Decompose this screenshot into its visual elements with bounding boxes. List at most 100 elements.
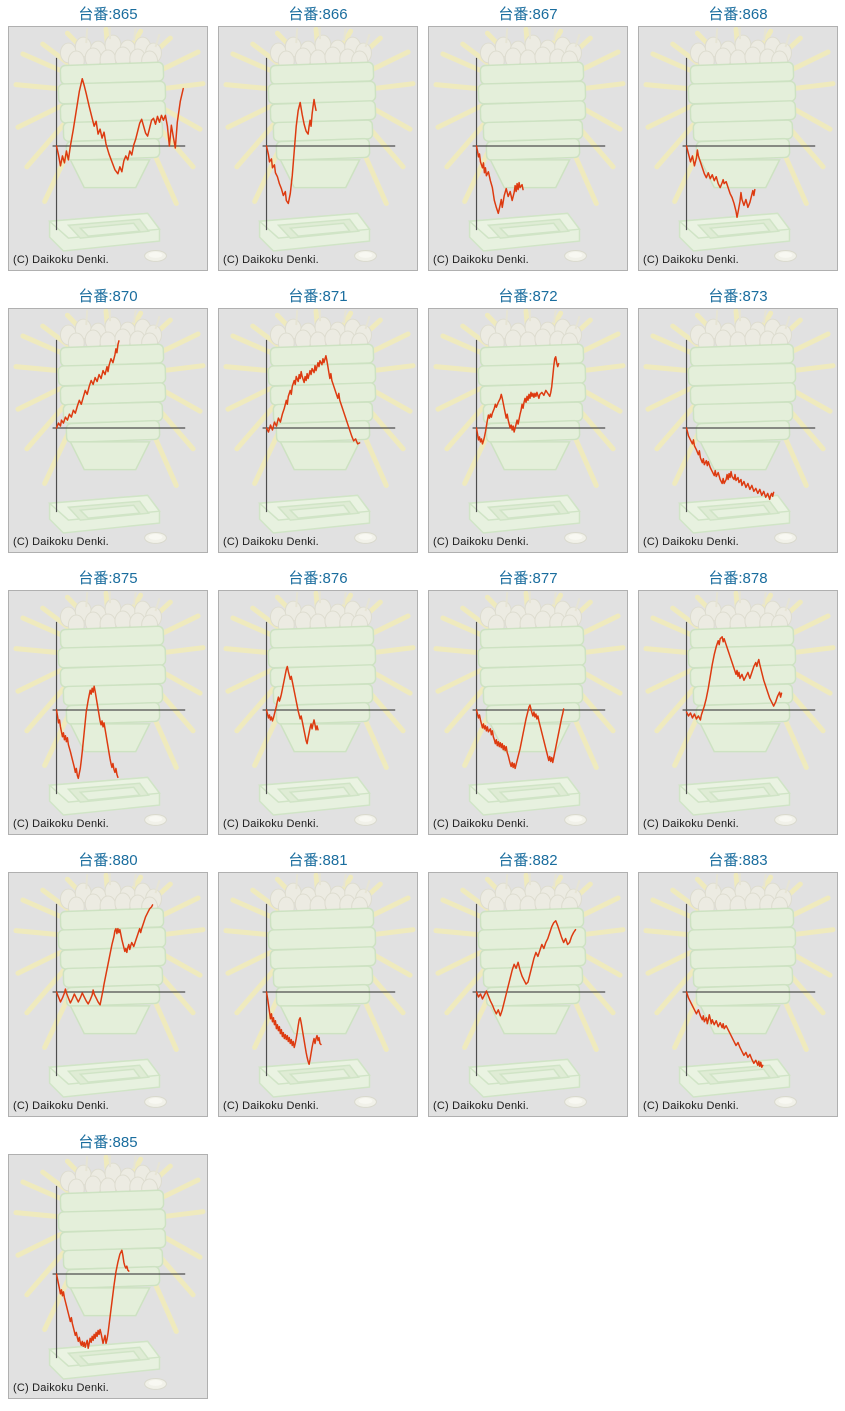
- slump-graph-canvas: [639, 591, 837, 834]
- copyright-text: (C) Daikoku Denki.: [223, 818, 319, 830]
- slump-graph-canvas: [639, 309, 837, 552]
- slump-graph-canvas: [429, 591, 627, 834]
- slump-graph: (C) Daikoku Denki.: [8, 308, 208, 553]
- slump-line: [685, 145, 756, 219]
- machine-chart-card: 台番:871 (C) Daikoku Denki.: [218, 287, 418, 553]
- machine-chart-card: 台番:885 (C) Daikoku Denki.: [8, 1133, 208, 1399]
- slump-graph: (C) Daikoku Denki.: [428, 872, 628, 1117]
- slump-graph: (C) Daikoku Denki.: [428, 308, 628, 553]
- machine-chart-card: 台番:882 (C) Daikoku Denki.: [428, 851, 628, 1117]
- slump-graph: (C) Daikoku Denki.: [8, 1154, 208, 1399]
- copyright-text: (C) Daikoku Denki.: [433, 536, 529, 548]
- watermark-illustration: [646, 591, 833, 825]
- machine-chart-card: 台番:875 (C) Daikoku Denki.: [8, 569, 208, 835]
- machine-chart-card: 台番:870 (C) Daikoku Denki.: [8, 287, 208, 553]
- slump-graph-canvas: [9, 309, 207, 552]
- machine-number-link[interactable]: 台番:876: [288, 570, 348, 587]
- machine-chart-card: 台番:880 (C) Daikoku Denki.: [8, 851, 208, 1117]
- machine-number-link[interactable]: 台番:868: [708, 6, 768, 23]
- machine-chart-card: 台番:866 (C) Daikoku Denki.: [218, 5, 418, 271]
- slump-graph-canvas: [219, 591, 417, 834]
- copyright-text: (C) Daikoku Denki.: [643, 536, 739, 548]
- slump-graph-canvas: [429, 27, 627, 270]
- slump-graph-canvas: [219, 873, 417, 1116]
- copyright-text: (C) Daikoku Denki.: [13, 536, 109, 548]
- watermark-illustration: [436, 591, 623, 825]
- copyright-text: (C) Daikoku Denki.: [643, 1100, 739, 1112]
- copyright-text: (C) Daikoku Denki.: [13, 254, 109, 266]
- slump-graph-canvas: [639, 873, 837, 1116]
- machine-number-link[interactable]: 台番:882: [498, 852, 558, 869]
- watermark-illustration: [646, 873, 833, 1107]
- copyright-text: (C) Daikoku Denki.: [223, 536, 319, 548]
- slump-line: [475, 920, 577, 1017]
- copyright-text: (C) Daikoku Denki.: [13, 818, 109, 830]
- slump-graph-canvas: [429, 873, 627, 1116]
- slump-graph: (C) Daikoku Denki.: [638, 308, 838, 553]
- slump-graph: (C) Daikoku Denki.: [218, 26, 418, 271]
- slump-graph: (C) Daikoku Denki.: [428, 26, 628, 271]
- machine-chart-card: 台番:867 (C) Daikoku Denki.: [428, 5, 628, 271]
- slump-graph-canvas: [639, 27, 837, 270]
- slump-graph: (C) Daikoku Denki.: [638, 26, 838, 271]
- machine-number-link[interactable]: 台番:870: [78, 288, 138, 305]
- slump-graph: (C) Daikoku Denki.: [218, 872, 418, 1117]
- watermark-illustration: [226, 873, 413, 1107]
- copyright-text: (C) Daikoku Denki.: [433, 1100, 529, 1112]
- slump-line: [475, 145, 524, 215]
- slump-graph-canvas: [219, 27, 417, 270]
- copyright-text: (C) Daikoku Denki.: [433, 254, 529, 266]
- slump-graph-canvas: [9, 1155, 207, 1398]
- slump-line: [685, 427, 775, 501]
- machine-number-link[interactable]: 台番:877: [498, 570, 558, 587]
- watermark-illustration: [646, 309, 833, 543]
- machine-chart-card: 台番:876 (C) Daikoku Denki.: [218, 569, 418, 835]
- watermark-illustration: [16, 1155, 203, 1389]
- copyright-text: (C) Daikoku Denki.: [643, 818, 739, 830]
- machine-number-link[interactable]: 台番:873: [708, 288, 768, 305]
- watermark-illustration: [436, 873, 623, 1107]
- slump-line: [55, 685, 119, 780]
- machine-number-link[interactable]: 台番:880: [78, 852, 138, 869]
- watermark-illustration: [226, 591, 413, 825]
- machine-number-link[interactable]: 台番:866: [288, 6, 348, 23]
- slump-graph: (C) Daikoku Denki.: [8, 590, 208, 835]
- slump-line: [265, 98, 317, 205]
- machine-number-link[interactable]: 台番:875: [78, 570, 138, 587]
- slump-line: [685, 991, 764, 1069]
- copyright-text: (C) Daikoku Denki.: [643, 254, 739, 266]
- machine-number-link[interactable]: 台番:867: [498, 6, 558, 23]
- slump-graph: (C) Daikoku Denki.: [638, 590, 838, 835]
- machine-number-link[interactable]: 台番:883: [708, 852, 768, 869]
- slump-graph: (C) Daikoku Denki.: [638, 872, 838, 1117]
- machine-number-link[interactable]: 台番:871: [288, 288, 348, 305]
- slump-line: [55, 340, 120, 429]
- watermark-illustration: [16, 309, 203, 543]
- copyright-text: (C) Daikoku Denki.: [13, 1382, 109, 1394]
- watermark-illustration: [226, 27, 413, 261]
- slump-graph: (C) Daikoku Denki.: [8, 872, 208, 1117]
- slump-line: [475, 356, 560, 445]
- slump-line: [265, 355, 361, 445]
- machine-chart-card: 台番:868 (C) Daikoku Denki.: [638, 5, 838, 271]
- slump-graph-canvas: [9, 27, 207, 270]
- copyright-text: (C) Daikoku Denki.: [433, 818, 529, 830]
- slump-graph-canvas: [9, 873, 207, 1116]
- slump-graph-canvas: [429, 309, 627, 552]
- machine-chart-grid: 台番:865 (C) Daikoku Denki. 台番:866 (C) Dai…: [8, 5, 845, 1399]
- machine-number-link[interactable]: 台番:878: [708, 570, 768, 587]
- machine-chart-card: 台番:877 (C) Daikoku Denki.: [428, 569, 628, 835]
- watermark-illustration: [16, 873, 203, 1107]
- copyright-text: (C) Daikoku Denki.: [13, 1100, 109, 1112]
- machine-number-link[interactable]: 台番:885: [78, 1134, 138, 1151]
- slump-line: [685, 636, 783, 721]
- machine-number-link[interactable]: 台番:865: [78, 6, 138, 23]
- watermark-illustration: [646, 27, 833, 261]
- slump-graph: (C) Daikoku Denki.: [218, 590, 418, 835]
- machine-number-link[interactable]: 台番:872: [498, 288, 558, 305]
- machine-number-link[interactable]: 台番:881: [288, 852, 348, 869]
- machine-chart-card: 台番:872 (C) Daikoku Denki.: [428, 287, 628, 553]
- slump-graph-canvas: [9, 591, 207, 834]
- slump-line: [475, 704, 565, 770]
